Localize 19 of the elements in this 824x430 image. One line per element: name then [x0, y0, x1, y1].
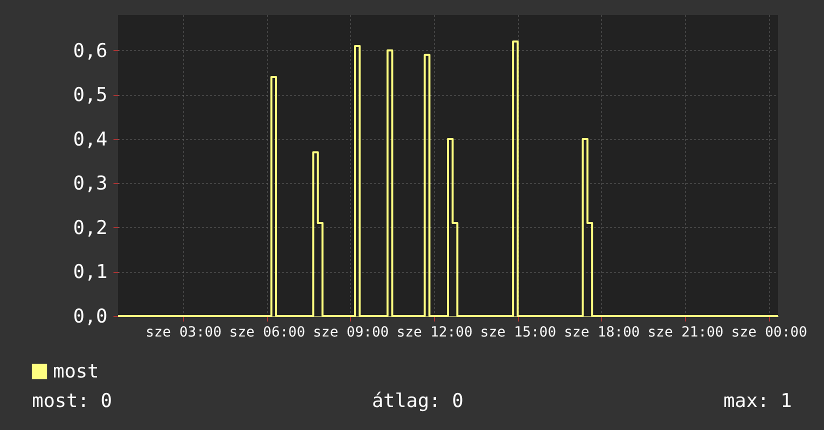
legend-label: most [53, 360, 99, 382]
x-tick-label: sze 00:00 [731, 324, 808, 340]
y-tick-label: 0,4 [73, 128, 108, 150]
y-tick-label: 0,0 [73, 306, 108, 328]
x-tick-label: sze 15:00 [480, 324, 556, 340]
y-tick-label: 0,6 [73, 40, 108, 62]
y-tick-label: 0,1 [73, 261, 108, 284]
text: most: 0 [32, 390, 112, 412]
text: max: 1 [723, 390, 792, 412]
y-tick-label: 0,3 [73, 172, 108, 195]
text: átlag: 0 [372, 390, 464, 412]
x-tick-label: sze 09:00 [312, 324, 389, 340]
x-tick-label: sze 12:00 [396, 324, 472, 340]
x-tick-label: sze 21:00 [648, 324, 724, 340]
x-tick-label: sze 18:00 [564, 324, 640, 340]
y-tick-label: 0,2 [73, 216, 108, 239]
x-tick-label: sze 03:00 [146, 324, 222, 340]
y-tick-label: 0,5 [73, 84, 108, 106]
x-tick-label: sze 06:00 [229, 324, 306, 340]
